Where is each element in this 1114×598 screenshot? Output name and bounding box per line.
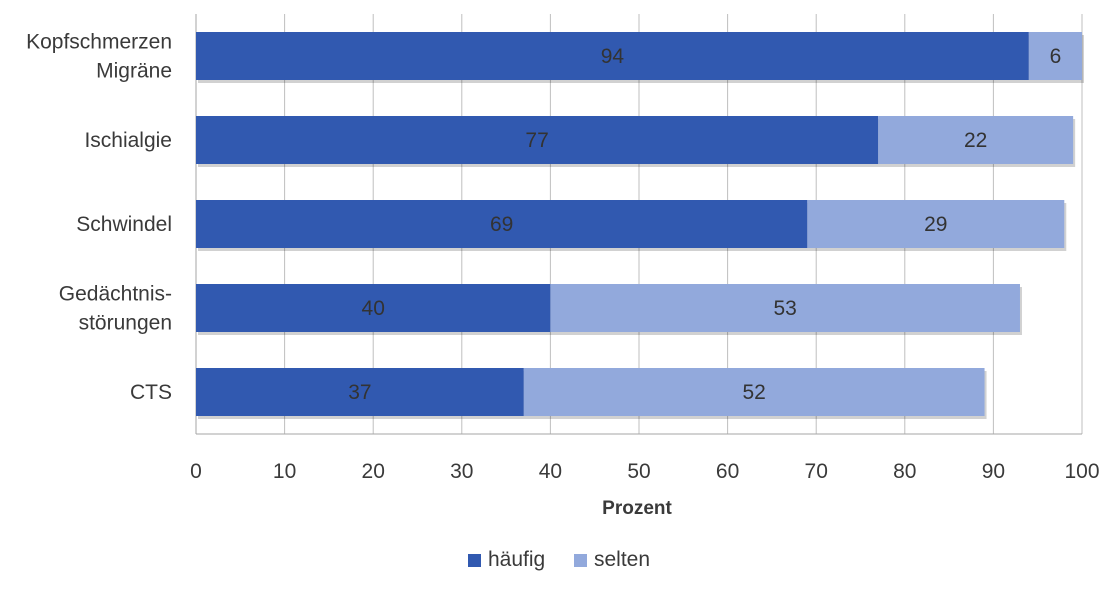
x-tick-label: 100 (1064, 460, 1099, 483)
data-label: 69 (490, 213, 513, 236)
bar-häufig (196, 32, 1029, 80)
data-label: 52 (743, 381, 766, 404)
bar-häufig (196, 284, 551, 332)
category-label: Schwindel (76, 213, 172, 236)
category-labels: Kopfschmerzen Migräne Ischialgie Schwindel G… (26, 31, 172, 405)
legend-swatch (574, 554, 587, 567)
x-tick-label: 20 (362, 460, 385, 483)
x-tick-label: 70 (805, 460, 828, 483)
x-axis-title: Prozent (602, 498, 672, 519)
legend: häufig selten (468, 548, 650, 571)
x-tick-label: 60 (716, 460, 739, 483)
category-label: CTS (130, 381, 172, 404)
data-label: 6 (1050, 45, 1062, 68)
data-label: 22 (964, 129, 987, 152)
bar-selten (1028, 32, 1082, 80)
data-label: 77 (525, 129, 548, 152)
x-tick-label: 90 (982, 460, 1005, 483)
legend-swatch (468, 554, 481, 567)
category-label: störungen (79, 312, 172, 335)
x-tick-label: 30 (450, 460, 473, 483)
bar-selten (878, 116, 1074, 164)
x-tick-label: 10 (273, 460, 296, 483)
x-tick-label: 0 (190, 460, 202, 483)
bar-selten (550, 284, 1020, 332)
category-label: Ischialgie (84, 129, 172, 152)
x-tick-label: 50 (627, 460, 650, 483)
category-label: Migräne (96, 60, 172, 83)
category-label: Kopfschmerzen (26, 31, 172, 54)
x-tick-label: 80 (893, 460, 916, 483)
x-tick-labels: 0 10 20 30 40 50 60 70 80 90 100 (190, 460, 1099, 483)
data-label: 53 (774, 297, 797, 320)
bar-häufig (196, 116, 879, 164)
bar-selten (523, 368, 985, 416)
category-label: Gedächtnis- (59, 283, 172, 306)
bar-häufig (196, 368, 524, 416)
data-label: 40 (362, 297, 385, 320)
x-tick-label: 40 (539, 460, 562, 483)
bar-selten (807, 200, 1065, 248)
bar-häufig (196, 200, 808, 248)
data-label: 37 (348, 381, 371, 404)
legend-label: selten (594, 548, 650, 571)
data-label: 29 (924, 213, 947, 236)
data-label: 94 (601, 45, 625, 68)
bars: 94 6 77 22 69 29 40 53 37 52 (196, 32, 1084, 419)
legend-label: häufig (488, 548, 545, 571)
